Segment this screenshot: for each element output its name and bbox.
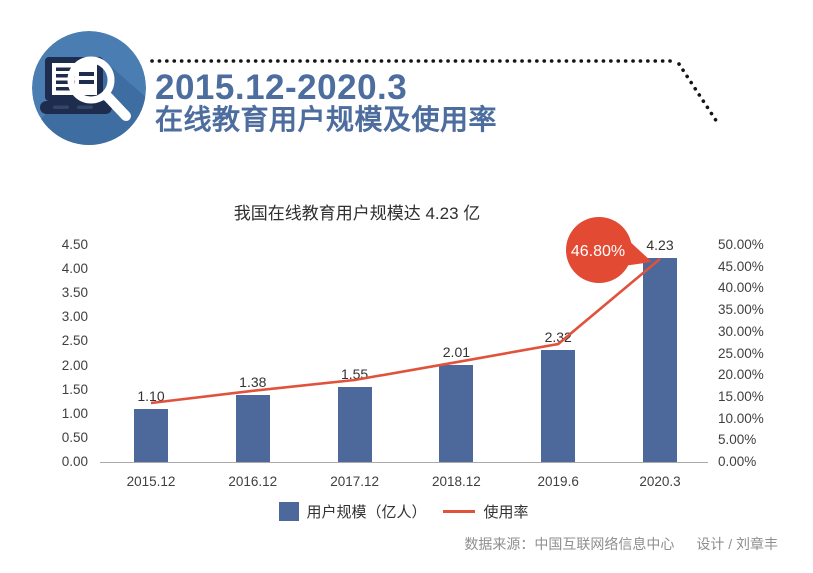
x-axis-label: 2017.12 (330, 474, 379, 489)
y-right-tick: 35.00% (718, 302, 764, 318)
y-right-tick: 20.00% (718, 367, 764, 383)
legend-swatch-rate (442, 510, 475, 513)
y-right-tick: 50.00% (718, 237, 764, 252)
bar (235, 395, 270, 462)
chart-title: 我国在线教育用户规模达 4.23 亿 (233, 204, 481, 223)
y-right-tick: 15.00% (718, 388, 764, 404)
legend-swatch-users (279, 502, 300, 521)
y-right-tick: 30.00% (718, 323, 764, 339)
y-left-tick: 2.00 (61, 357, 88, 373)
bar-value-label: 4.23 (646, 237, 674, 254)
bar (643, 258, 677, 462)
y-left-tick: 2.50 (61, 333, 88, 349)
y-left-tick: 0.50 (61, 429, 88, 445)
y-left-tick: 1.50 (61, 381, 88, 397)
bar (541, 350, 576, 462)
x-axis-label: 2016.12 (228, 474, 278, 489)
laptop-magnifier-icon (32, 31, 146, 145)
bar-value-label: 1.38 (239, 374, 267, 391)
bar-value-label: 1.55 (340, 366, 369, 383)
bar (134, 408, 168, 462)
bar (337, 387, 372, 462)
legend-label-users: 用户规模（亿人） (306, 504, 427, 521)
y-right-tick: 45.00% (718, 258, 764, 274)
bar-value-label: 2.01 (442, 344, 471, 361)
footer: 数据来源：中国互联网络信息中心 设计 / 刘章丰 (464, 534, 778, 554)
y-right-tick: 40.00% (718, 280, 764, 296)
y-left-tick: 0.00 (61, 454, 88, 469)
x-axis-label: 2018.12 (431, 474, 481, 489)
data-source: 数据来源：中国互联网络信息中心 (464, 536, 675, 552)
x-axis-label: 2019.6 (537, 474, 579, 489)
legend-label-rate: 使用率 (483, 504, 529, 521)
legend: 用户规模（亿人） 使用率 (100, 501, 708, 522)
x-axis-label: 2015.12 (126, 474, 176, 489)
y-left-tick: 3.00 (61, 309, 88, 325)
y-left-tick: 1.00 (61, 405, 88, 421)
designer-credit: 设计 / 刘章丰 (696, 536, 778, 552)
x-axis-label: 2020.3 (639, 474, 681, 489)
y-right-tick: 10.00% (718, 410, 764, 426)
bar-value-label: 1.10 (137, 387, 165, 404)
y-left-tick: 4.00 (61, 261, 88, 277)
bar-value-label: 2.32 (544, 329, 572, 346)
callout-value: 46.80% (571, 243, 625, 260)
y-right-tick: 25.00% (718, 345, 764, 361)
y-right-tick: 0.00% (718, 454, 757, 469)
y-left-tick: 4.50 (61, 237, 88, 252)
y-left-tick: 3.50 (61, 285, 88, 301)
header-subtitle: 在线教育用户规模及使用率 (155, 104, 498, 135)
header-title: 2015.12-2020.3 (155, 68, 408, 107)
bar (439, 365, 474, 462)
x-axis-line (100, 462, 708, 463)
y-right-tick: 5.00% (718, 432, 757, 448)
